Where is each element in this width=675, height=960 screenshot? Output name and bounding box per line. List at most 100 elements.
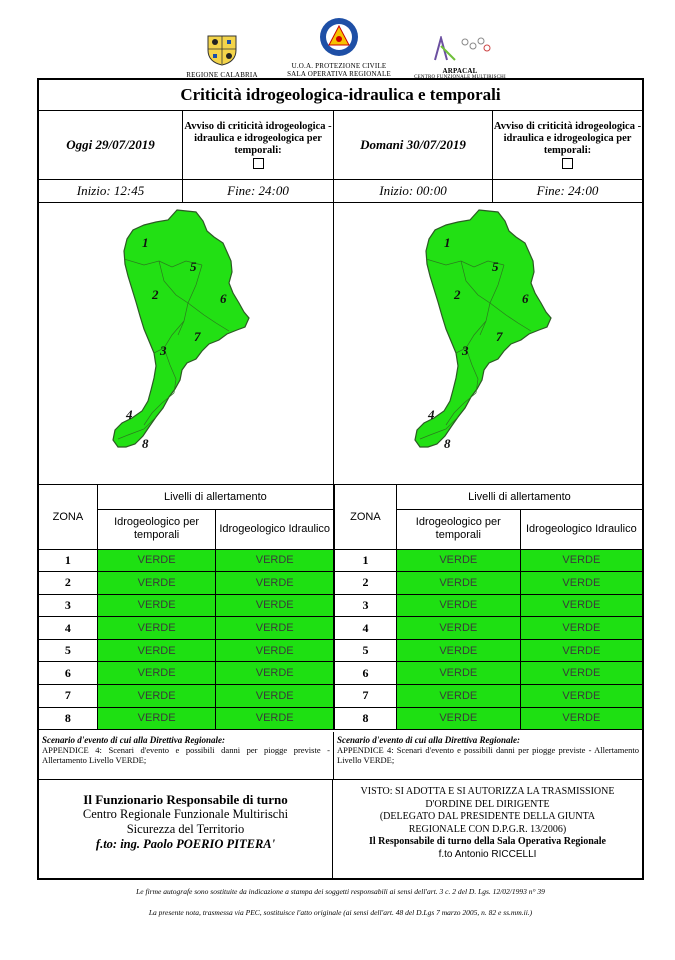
regione-calabria-logo: REGIONE CALABRIA xyxy=(183,34,261,79)
footer-right-line3: (DELEGATO DAL PRESIDENTE DELLA GIUNTA xyxy=(379,811,596,822)
right-level-temporali: VERDE xyxy=(395,638,521,663)
right-scenario-text: APPENDICE 4: Scenari d'evento e possibil… xyxy=(337,745,639,765)
zone-border xyxy=(123,258,203,268)
left-level-temporali: VERDE xyxy=(96,706,217,731)
right-scenario-heading: Scenario d'evento di cui alla Direttiva … xyxy=(337,735,520,745)
map-zone-label: 8 xyxy=(142,436,149,451)
map-zone-label: 7 xyxy=(496,329,503,344)
map-zone-label: 3 xyxy=(461,343,469,358)
right-level-idraulico: VERDE xyxy=(519,684,642,708)
zone-border xyxy=(187,302,230,332)
right-date: Domani 30/07/2019 xyxy=(334,111,493,180)
right-zone-row: 7 VERDE VERDE xyxy=(334,684,642,708)
footer-right-line5: Il Responsabile di turno della Sala Oper… xyxy=(369,836,606,847)
left-zone-number: 8 xyxy=(39,706,98,731)
zone-border xyxy=(153,320,185,354)
left-zone-number: 5 xyxy=(39,638,98,663)
left-scenario-text: APPENDICE 4: Scenari d'evento e possibil… xyxy=(42,745,330,765)
zone-border xyxy=(143,392,175,426)
right-level-idraulico: VERDE xyxy=(519,638,642,663)
left-scenario: Scenario d'evento di cui alla Direttiva … xyxy=(39,732,334,780)
left-avviso-text: Avviso di criticità idrogeologica - idra… xyxy=(184,121,332,156)
footer-right-line1: VISTO: SI ADOTTA E SI AUTORIZZA LA TRASM… xyxy=(360,786,615,797)
footer-responsabile: Il Funzionario Responsabile di turno Cen… xyxy=(39,780,333,878)
left-zone-row: 8 VERDE VERDE xyxy=(39,706,334,731)
zone-border xyxy=(158,260,189,304)
map-zone-label: 4 xyxy=(125,407,133,422)
map-zone-label: 2 xyxy=(453,287,461,302)
left-levels-table: ZONA Livelli di allertamento Idrogeologi… xyxy=(39,485,335,731)
right-zona-header: ZONA xyxy=(334,485,397,550)
right-level-idraulico: VERDE xyxy=(519,571,642,595)
right-calabria-map: 1 2 3 4 5 6 7 8 xyxy=(414,209,552,451)
map-zone-label: 1 xyxy=(444,235,451,250)
right-zone-row: 4 VERDE VERDE xyxy=(334,616,642,640)
left-livelli-header: Livelli di allertamento xyxy=(96,485,335,510)
calabria-crest-icon xyxy=(207,35,237,66)
right-zone-number: 1 xyxy=(334,548,397,573)
note-firme: Le firme autografe sono sostituite da in… xyxy=(136,887,545,896)
footer-visto: VISTO: SI ADOTTA E SI AUTORIZZA LA TRASM… xyxy=(333,780,642,878)
map-zone-label: 5 xyxy=(492,259,499,274)
right-level-temporali: VERDE xyxy=(395,571,521,595)
bulletin-title: Criticità idrogeologica-idraulica e temp… xyxy=(39,80,642,111)
right-avviso-checkbox[interactable] xyxy=(562,158,573,169)
right-level-temporali: VERDE xyxy=(395,593,521,618)
zone-border xyxy=(460,260,491,304)
left-zone-row: 5 VERDE VERDE xyxy=(39,638,334,663)
left-level-idraulico: VERDE xyxy=(215,548,334,573)
right-zone-row: 5 VERDE VERDE xyxy=(334,638,642,663)
footer-right-signature: f.to Antonio RICCELLI xyxy=(438,848,537,860)
left-level-temporali: VERDE xyxy=(96,548,217,573)
legal-notes: Le firme autografe sono sostituite da in… xyxy=(37,886,644,928)
left-zone-number: 7 xyxy=(39,684,98,708)
left-zone-row: 4 VERDE VERDE xyxy=(39,616,334,640)
right-livelli-header: Livelli di allertamento xyxy=(395,485,642,510)
left-zone-row: 6 VERDE VERDE xyxy=(39,661,334,686)
right-col1-header: Idrogeologico per temporali xyxy=(395,508,521,550)
map-zone-label: 8 xyxy=(444,436,451,451)
right-fine: Fine: 24:00 xyxy=(493,180,642,203)
regione-calabria-caption: REGIONE CALABRIA xyxy=(186,71,258,79)
left-scenario-heading: Scenario d'evento di cui alla Direttiva … xyxy=(42,735,225,745)
right-zone-number: 3 xyxy=(334,593,397,618)
right-zone-number: 7 xyxy=(334,684,397,708)
right-zone-row: 1 VERDE VERDE xyxy=(334,548,642,573)
footer-right-line4: REGIONALE CON D.P.G.R. 13/2006) xyxy=(408,823,567,835)
zone-border xyxy=(425,258,505,268)
zone-border xyxy=(117,416,157,440)
left-zone-number: 4 xyxy=(39,616,98,640)
left-avviso-checkbox[interactable] xyxy=(252,158,264,169)
arpacal-subcaption: CENTRO FUNZIONALE MULTIRISCHI xyxy=(414,75,506,80)
left-col2-header: Idrogeologico Idraulico xyxy=(215,508,334,550)
left-zone-number: 3 xyxy=(39,593,98,618)
pc-caption-1: U.O.A. PROTEZIONE CIVILE xyxy=(291,62,387,70)
right-scenario: Scenario d'evento di cui alla Direttiva … xyxy=(334,732,642,780)
left-zone-number: 1 xyxy=(39,548,98,573)
bulletin-frame: Criticità idrogeologica-idraulica e temp… xyxy=(37,78,644,880)
footer-left-signature: f.to: ing. Paolo POERIO PITERA' xyxy=(95,837,276,851)
zone-border xyxy=(489,302,532,332)
right-zone-row: 3 VERDE VERDE xyxy=(334,593,642,618)
left-level-temporali: VERDE xyxy=(96,571,217,595)
arpacal-logo: ARPACAL CENTRO FUNZIONALE MULTIRISCHI xyxy=(405,34,515,81)
left-zone-row: 7 VERDE VERDE xyxy=(39,684,334,708)
map-zone-label: 2 xyxy=(151,287,159,302)
protezione-civile-logo: U.O.A. PROTEZIONE CIVILE SALA OPERATIVA … xyxy=(285,17,393,78)
left-level-idraulico: VERDE xyxy=(215,638,334,663)
right-zone-row: 8 VERDE VERDE xyxy=(334,706,642,731)
right-zone-row: 6 VERDE VERDE xyxy=(334,661,642,686)
right-col2-header: Idrogeologico Idraulico xyxy=(519,508,642,550)
right-avviso: Avviso di criticità idrogeologica - idra… xyxy=(493,111,642,180)
left-level-idraulico: VERDE xyxy=(215,706,334,731)
right-level-temporali: VERDE xyxy=(395,616,521,640)
pc-caption-2: SALA OPERATIVA REGIONALE xyxy=(287,70,391,78)
protezione-civile-icon xyxy=(320,18,358,56)
right-level-temporali: VERDE xyxy=(395,548,521,573)
footer-left-line2: Centro Regionale Funzionale Multirischi xyxy=(82,807,289,821)
map-zone-label: 5 xyxy=(190,259,197,274)
left-level-idraulico: VERDE xyxy=(215,593,334,618)
map-zone-label: 4 xyxy=(427,407,435,422)
left-avviso: Avviso di criticità idrogeologica - idra… xyxy=(183,111,334,180)
left-calabria-map: 1 2 3 4 5 6 7 8 xyxy=(112,209,250,451)
